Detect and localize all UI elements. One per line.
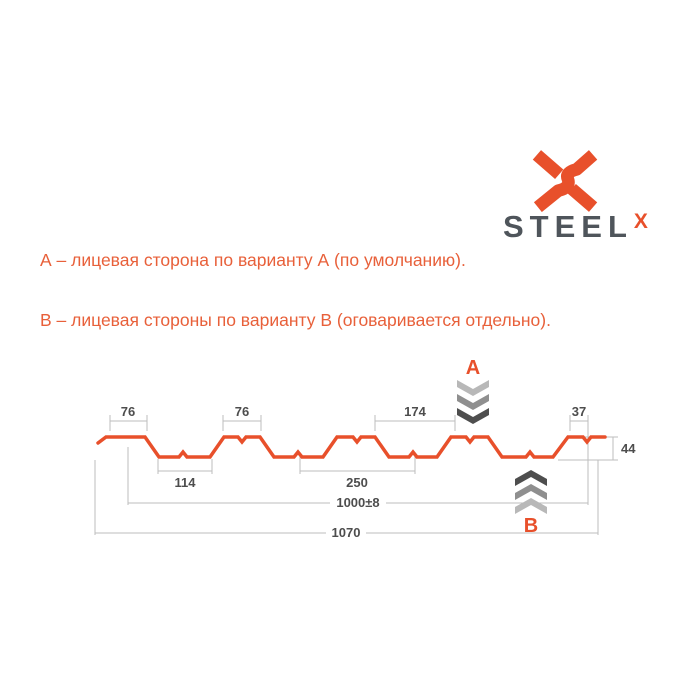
chevron-down-icon	[457, 380, 489, 396]
dim-rib-pitch: 250	[346, 475, 368, 490]
dim-top-opening: 174	[404, 404, 426, 419]
dim-top-flat-2: 76	[235, 404, 249, 419]
dim-valley-width: 114	[175, 475, 197, 490]
chevron-up-icon	[515, 484, 547, 500]
dim-overall-width: 1070	[332, 525, 361, 540]
side-a-letter: A	[466, 357, 480, 379]
logo-wordmark: STEELX	[503, 209, 648, 245]
logo-arm-top-left	[532, 150, 564, 179]
note-variant-a: А – лицевая сторона по варианту А (по ум…	[40, 250, 466, 270]
dim-top-flat-1: 76	[121, 404, 135, 419]
chevron-up-icon	[515, 470, 547, 486]
side-b-letter: B	[524, 515, 538, 537]
logo-arm-bottom-right	[567, 183, 598, 212]
side-b-marker: B	[515, 470, 547, 537]
dim-height: 44	[621, 441, 636, 456]
dimension-labels: 76 76 174 37 44 114 250 1000±8 1070	[121, 404, 636, 540]
dim-working-width: 1000±8	[336, 495, 379, 510]
dim-edge-rib: 37	[572, 404, 586, 419]
steelx-logo-icon	[532, 150, 598, 212]
sheet-profile-line	[96, 435, 607, 459]
profile-diagram: 76 76 174 37 44 114 250 1000±8 1070 A B	[94, 357, 636, 540]
note-variant-b: В – лицевая стороны по варианту В (огова…	[40, 310, 551, 330]
dimension-lines	[94, 415, 618, 535]
logo-s-diagonal	[533, 150, 598, 212]
chevron-up-icon	[515, 498, 547, 514]
logo-brand-text: STEEL	[503, 209, 633, 244]
side-a-marker: A	[457, 357, 489, 424]
chevron-down-icon	[457, 408, 489, 424]
logo-sup-x: X	[633, 210, 648, 233]
chevron-down-icon	[457, 394, 489, 410]
